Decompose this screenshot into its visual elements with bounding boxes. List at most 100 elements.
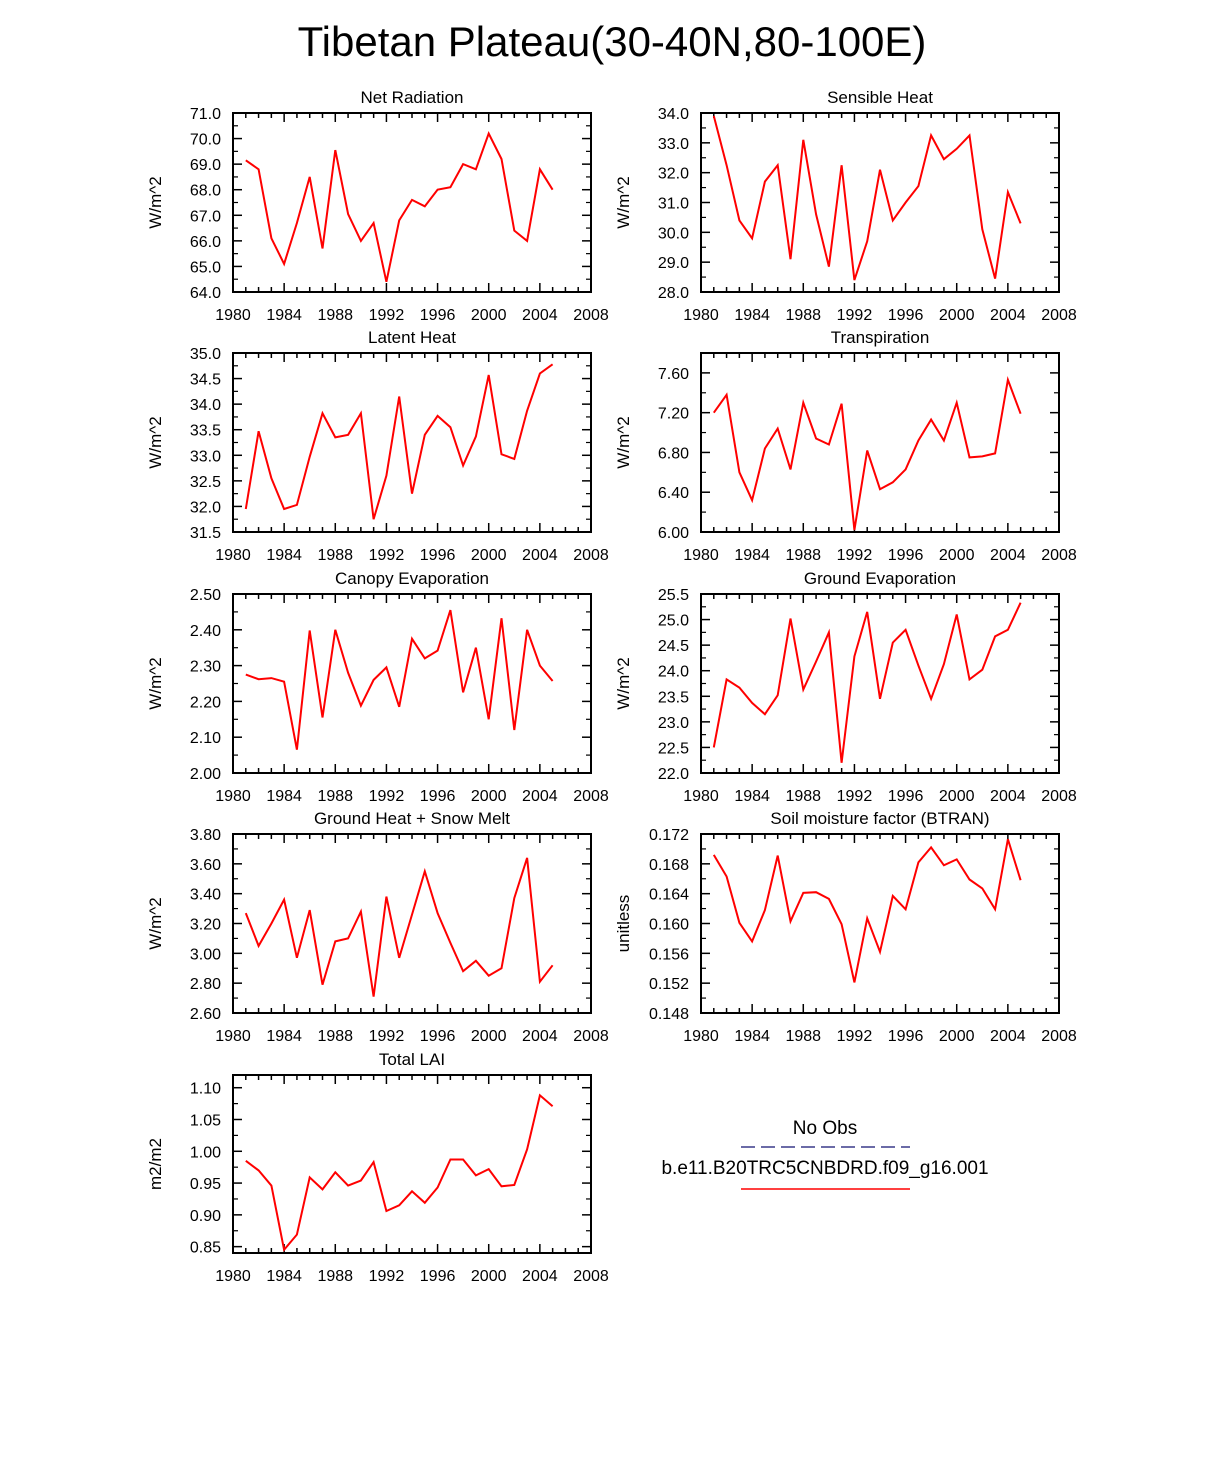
x-tick-label: 1992 [369, 1268, 405, 1285]
panel-5: Canopy Evaporation 1980 1984 1988 1992 1996 20… [146, 569, 609, 805]
series-line [712, 838, 1022, 983]
y-tick-label: 23.0 [658, 715, 689, 732]
x-tick-label: 1988 [317, 1028, 353, 1045]
x-tick-label: 1996 [420, 547, 456, 564]
series-line [244, 857, 554, 997]
x-tick-label: 1980 [215, 1028, 251, 1045]
x-tick-label: 1984 [734, 788, 770, 805]
y-tick-label: 25.5 [658, 587, 689, 604]
series-line [244, 363, 554, 520]
y-axis-label: W/m^2 [614, 416, 633, 468]
y-tick-label: 0.90 [190, 1208, 221, 1225]
y-axis-label: W/m^2 [614, 657, 633, 709]
x-tick-label: 1996 [420, 307, 456, 324]
x-tick-label: 1996 [888, 788, 924, 805]
x-tick-label: 2008 [573, 788, 609, 805]
series-line [712, 602, 1022, 763]
y-tick-label: 33.0 [190, 448, 221, 465]
legend-obs-label: No Obs [793, 1118, 857, 1139]
y-tick-label: 22.0 [658, 766, 689, 783]
x-tick-label: 2008 [573, 547, 609, 564]
x-tick-label: 2000 [471, 307, 507, 324]
x-tick-label: 1980 [215, 1268, 251, 1285]
y-tick-label: 22.5 [658, 740, 689, 757]
panel-title: Transpiration [831, 328, 930, 347]
y-tick-label: 3.00 [190, 946, 221, 963]
x-tick-label: 1992 [837, 307, 873, 324]
x-tick-label: 1988 [785, 547, 821, 564]
y-tick-label: 3.80 [190, 827, 221, 844]
x-tick-label: 1988 [317, 788, 353, 805]
plot-frame [700, 833, 1060, 1014]
y-tick-label: 0.85 [190, 1240, 221, 1257]
series-line [245, 130, 554, 283]
x-tick-label: 1980 [215, 547, 251, 564]
x-tick-label: 1996 [888, 1028, 924, 1045]
x-tick-label: 1984 [266, 788, 302, 805]
x-tick-label: 1992 [369, 1028, 405, 1045]
x-tick-label: 1988 [785, 307, 821, 324]
y-tick-label: 3.60 [190, 857, 221, 874]
x-tick-label: 1980 [215, 788, 251, 805]
panel-title: Ground Heat + Snow Melt [314, 809, 510, 828]
panel-1: Net Radiation 1980 1984 1988 1992 1996 2000 200… [146, 88, 609, 324]
x-tick-label: 1984 [734, 307, 770, 324]
series-line [712, 376, 1022, 531]
x-tick-label: 2004 [990, 547, 1026, 564]
x-tick-label: 2004 [522, 547, 558, 564]
panel-3: Latent Heat 1980 1984 1988 1992 1996 2000 2004 2… [146, 328, 609, 564]
panel-title: Soil moisture factor (BTRAN) [770, 809, 989, 828]
panels-group: Net Radiation 1980 1984 1988 1992 1996 2000 200… [146, 88, 1077, 1285]
y-tick-label: 7.20 [658, 406, 689, 423]
x-tick-label: 2008 [1041, 547, 1077, 564]
panel-title: Canopy Evaporation [335, 569, 489, 588]
y-tick-label: 23.5 [658, 689, 689, 706]
x-tick-label: 1980 [215, 307, 251, 324]
x-tick-label: 2000 [471, 1028, 507, 1045]
plot-frame [700, 352, 1060, 533]
x-tick-label: 1988 [317, 1268, 353, 1285]
panel-9: Total LAI 1980 1984 1988 1992 1996 2000 2004 200… [146, 1050, 609, 1285]
x-tick-label: 2004 [990, 788, 1026, 805]
x-tick-label: 1988 [317, 547, 353, 564]
panel-2: Sensible Heat 1980 1984 1988 1992 1996 2000 200… [614, 88, 1077, 324]
y-axis-label: unitless [614, 895, 633, 953]
x-tick-label: 1996 [888, 307, 924, 324]
panel-title: Net Radiation [360, 88, 463, 107]
plot-frame [232, 593, 592, 774]
y-tick-label: 7.60 [658, 366, 689, 383]
y-tick-label: 34.0 [658, 106, 689, 123]
y-tick-label: 3.40 [190, 887, 221, 904]
y-tick-label: 29.0 [658, 255, 689, 272]
x-tick-label: 2004 [522, 1028, 558, 1045]
x-tick-label: 2004 [522, 307, 558, 324]
x-tick-label: 2008 [573, 1268, 609, 1285]
x-tick-label: 2000 [939, 547, 975, 564]
plot-frame [232, 1074, 592, 1254]
y-tick-label: 34.0 [190, 397, 221, 414]
y-tick-label: 0.172 [649, 827, 689, 844]
x-tick-label: 1980 [683, 547, 719, 564]
x-tick-label: 2000 [939, 307, 975, 324]
x-tick-label: 2004 [990, 1028, 1026, 1045]
y-tick-label: 2.60 [190, 1006, 221, 1023]
y-tick-label: 6.40 [658, 485, 689, 502]
x-tick-label: 1996 [888, 547, 924, 564]
x-tick-label: 2004 [990, 307, 1026, 324]
panel-4: Transpiration 1980 1984 1988 1992 1996 2000 200… [614, 328, 1077, 564]
x-tick-label: 2000 [939, 788, 975, 805]
plot-frame [232, 833, 592, 1014]
x-tick-label: 1992 [369, 307, 405, 324]
x-tick-label: 2008 [573, 1028, 609, 1045]
x-tick-label: 1992 [369, 788, 405, 805]
y-tick-label: 24.0 [658, 664, 689, 681]
y-tick-label: 31.5 [190, 525, 221, 542]
x-tick-label: 1992 [837, 788, 873, 805]
y-tick-label: 28.0 [658, 285, 689, 302]
y-tick-label: 6.00 [658, 525, 689, 542]
y-tick-label: 32.5 [190, 474, 221, 491]
x-tick-label: 1980 [683, 1028, 719, 1045]
x-tick-label: 2008 [1041, 788, 1077, 805]
x-tick-label: 2000 [939, 1028, 975, 1045]
